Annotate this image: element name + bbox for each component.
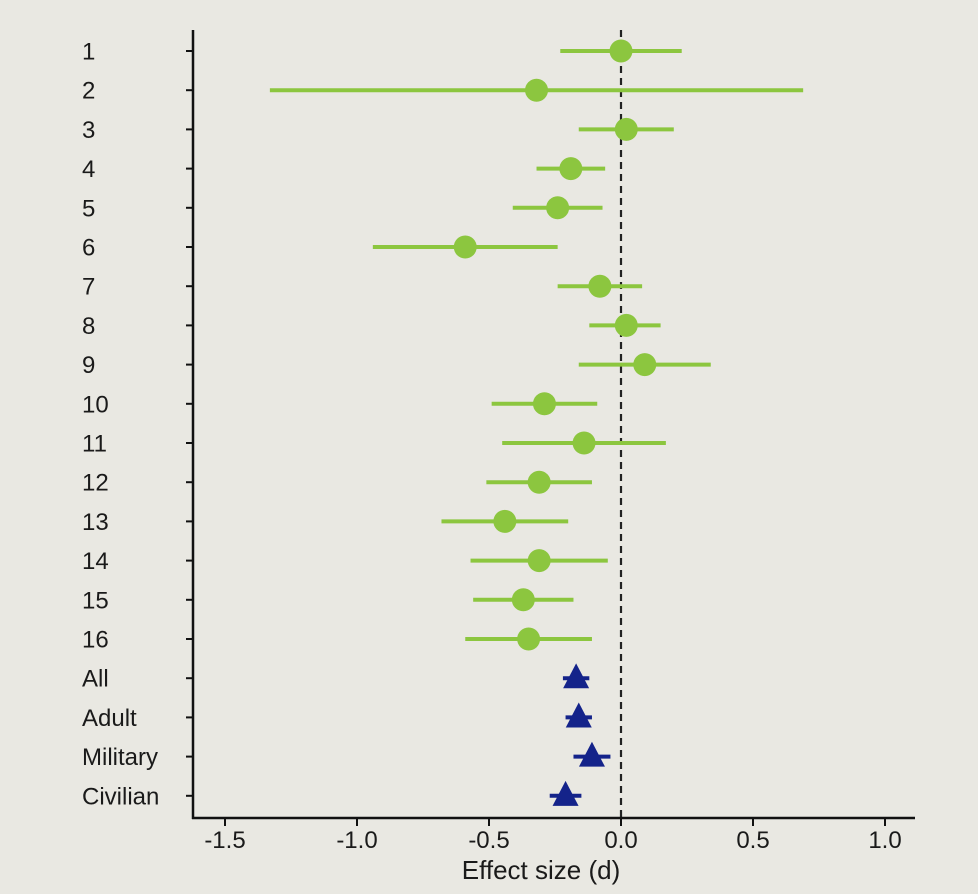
- y-tick-label-14: 14: [82, 548, 109, 575]
- study-point-9: [633, 353, 657, 377]
- y-tick-label-11: 11: [82, 431, 107, 458]
- summary-point-all: [563, 663, 590, 689]
- study-point-3: [614, 117, 638, 141]
- x-tick-label-0: -1.5: [204, 827, 245, 854]
- summary-point-civilian: [552, 780, 579, 806]
- y-tick-label-8: 8: [82, 313, 95, 340]
- study-point-11: [572, 431, 596, 455]
- x-tick-label-4: 0.5: [736, 827, 769, 854]
- summary-point-adult: [565, 702, 592, 728]
- y-tick-label-1: 1: [82, 39, 95, 66]
- y-tick-label-12: 12: [82, 470, 109, 497]
- study-point-16: [517, 627, 541, 651]
- y-tick-label-9: 9: [82, 352, 95, 379]
- y-tick-label-5: 5: [82, 195, 95, 222]
- y-tick-label-15: 15: [82, 587, 109, 614]
- y-tick-label-civilian: Civilian: [82, 783, 159, 810]
- study-point-5: [546, 196, 570, 220]
- study-point-7: [588, 274, 612, 298]
- y-tick-label-all: All: [82, 666, 109, 693]
- study-point-15: [511, 588, 535, 612]
- x-tick-label-1: -1.0: [336, 827, 377, 854]
- y-tick-label-4: 4: [82, 156, 95, 183]
- study-point-12: [527, 470, 551, 494]
- x-tick-label-2: -0.5: [468, 827, 509, 854]
- y-tick-label-adult: Adult: [82, 705, 137, 732]
- study-point-1: [609, 39, 633, 63]
- y-tick-label-military: Military: [82, 744, 158, 771]
- study-point-2: [525, 78, 549, 102]
- summary-point-military: [578, 741, 605, 767]
- study-point-14: [527, 549, 551, 573]
- y-tick-label-13: 13: [82, 509, 109, 536]
- x-axis-title: Effect size (d): [462, 855, 620, 885]
- study-point-6: [453, 235, 477, 259]
- x-tick-label-5: 1.0: [868, 827, 901, 854]
- study-point-13: [493, 509, 517, 533]
- y-tick-label-3: 3: [82, 117, 95, 144]
- study-point-10: [532, 392, 556, 416]
- study-point-8: [614, 313, 638, 337]
- y-tick-label-7: 7: [82, 274, 95, 301]
- study-point-4: [559, 157, 583, 181]
- y-tick-label-6: 6: [82, 235, 95, 262]
- y-tick-label-2: 2: [82, 78, 95, 105]
- y-tick-label-10: 10: [82, 391, 109, 418]
- x-tick-label-3: 0.0: [604, 827, 637, 854]
- y-tick-label-16: 16: [82, 627, 109, 654]
